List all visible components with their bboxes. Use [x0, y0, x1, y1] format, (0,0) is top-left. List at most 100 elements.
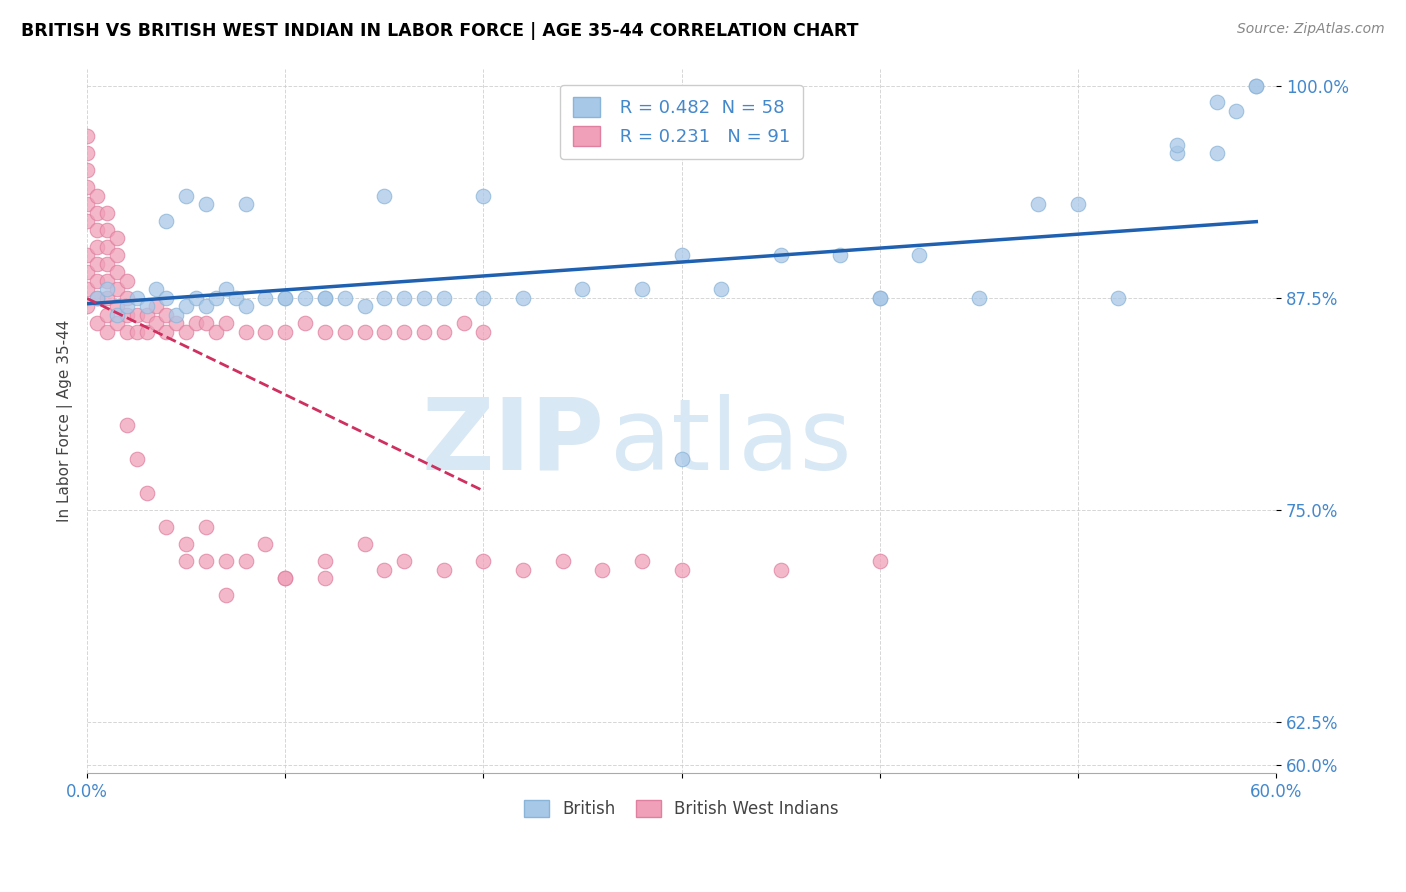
Point: [105, 231, 128, 245]
Point: [76, 265, 98, 279]
Point: [967, 291, 990, 305]
Text: ZIP: ZIP: [422, 393, 605, 491]
Point: [671, 248, 693, 262]
Point: [1246, 78, 1268, 93]
Point: [235, 554, 257, 568]
Point: [125, 325, 148, 339]
Point: [333, 291, 356, 305]
Point: [76, 282, 98, 296]
Point: [1026, 197, 1049, 211]
Point: [174, 554, 197, 568]
Point: [433, 563, 456, 577]
Point: [96, 291, 118, 305]
Point: [96, 308, 118, 322]
Point: [631, 282, 654, 296]
Point: [433, 291, 456, 305]
Point: [145, 299, 167, 313]
Point: [86, 257, 108, 271]
Point: [433, 325, 456, 339]
Point: [105, 282, 128, 296]
Point: [105, 308, 128, 322]
Point: [314, 291, 336, 305]
Point: [125, 291, 148, 305]
Point: [76, 248, 98, 262]
Point: [105, 265, 128, 279]
Point: [76, 129, 98, 144]
Point: [373, 563, 395, 577]
Point: [274, 325, 297, 339]
Point: [105, 299, 128, 313]
Point: [591, 563, 613, 577]
Point: [76, 299, 98, 313]
Point: [115, 418, 138, 433]
Point: [86, 189, 108, 203]
Point: [215, 282, 238, 296]
Point: [294, 291, 316, 305]
Point: [769, 248, 792, 262]
Point: [145, 316, 167, 330]
Point: [115, 325, 138, 339]
Point: [86, 223, 108, 237]
Point: [194, 554, 217, 568]
Point: [1205, 146, 1227, 161]
Point: [115, 299, 138, 313]
Point: [86, 274, 108, 288]
Point: [215, 316, 238, 330]
Point: [194, 520, 217, 534]
Legend: British, British West Indians: British, British West Indians: [517, 794, 845, 825]
Point: [333, 325, 356, 339]
Point: [413, 325, 436, 339]
Y-axis label: In Labor Force | Age 35-44: In Labor Force | Age 35-44: [58, 320, 73, 522]
Point: [671, 452, 693, 467]
Point: [184, 316, 207, 330]
Point: [155, 308, 177, 322]
Point: [86, 316, 108, 330]
Point: [96, 282, 118, 296]
Point: [174, 325, 197, 339]
Point: [512, 563, 534, 577]
Point: [96, 206, 118, 220]
Point: [392, 325, 415, 339]
Point: [174, 537, 197, 551]
Point: [869, 554, 891, 568]
Point: [135, 325, 157, 339]
Point: [314, 325, 336, 339]
Point: [1246, 78, 1268, 93]
Point: [254, 325, 277, 339]
Point: [86, 206, 108, 220]
Point: [392, 291, 415, 305]
Point: [235, 325, 257, 339]
Point: [125, 452, 148, 467]
Text: Source: ZipAtlas.com: Source: ZipAtlas.com: [1237, 22, 1385, 37]
Point: [1205, 95, 1227, 110]
Point: [869, 291, 891, 305]
Point: [165, 316, 187, 330]
Point: [373, 291, 395, 305]
Point: [205, 291, 228, 305]
Point: [135, 299, 157, 313]
Point: [671, 563, 693, 577]
Point: [413, 291, 436, 305]
Point: [453, 316, 475, 330]
Point: [165, 308, 187, 322]
Point: [472, 291, 495, 305]
Point: [96, 223, 118, 237]
Point: [174, 189, 197, 203]
Point: [115, 291, 138, 305]
Point: [86, 291, 108, 305]
Point: [274, 291, 297, 305]
Point: [225, 291, 247, 305]
Point: [710, 282, 733, 296]
Point: [155, 520, 177, 534]
Point: [215, 554, 238, 568]
Point: [76, 214, 98, 228]
Point: [194, 316, 217, 330]
Point: [571, 282, 593, 296]
Point: [274, 571, 297, 585]
Point: [631, 554, 654, 568]
Point: [184, 291, 207, 305]
Point: [96, 274, 118, 288]
Point: [392, 554, 415, 568]
Point: [1225, 103, 1247, 118]
Point: [314, 554, 336, 568]
